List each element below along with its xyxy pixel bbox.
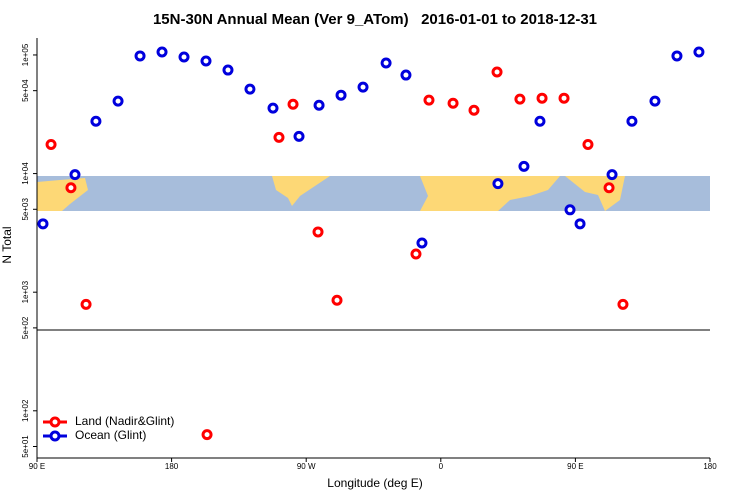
map-strip bbox=[37, 176, 710, 211]
point bbox=[313, 99, 325, 111]
point bbox=[606, 169, 618, 181]
legend-marker bbox=[49, 416, 61, 428]
point bbox=[410, 248, 422, 260]
point bbox=[447, 97, 459, 109]
point bbox=[492, 178, 504, 190]
point bbox=[267, 102, 279, 114]
point bbox=[649, 95, 661, 107]
x-tick-label: 0 bbox=[439, 462, 444, 471]
legend-label: Land (Nadir&Glint) bbox=[75, 414, 174, 428]
point bbox=[156, 46, 168, 58]
x-axis-label: Longitude (deg E) bbox=[327, 476, 422, 490]
point bbox=[626, 115, 638, 127]
point bbox=[293, 130, 305, 142]
point bbox=[380, 57, 392, 69]
point bbox=[134, 50, 146, 62]
legend-marker bbox=[49, 430, 61, 442]
point bbox=[423, 94, 435, 106]
point bbox=[536, 92, 548, 104]
point bbox=[617, 298, 629, 310]
chart-title: 15N-30N Annual Mean (Ver 9_ATom) 2016-01… bbox=[153, 11, 597, 28]
x-tick-label: 180 bbox=[165, 462, 179, 471]
point bbox=[200, 55, 212, 67]
x-tick-label: 90 E bbox=[29, 462, 45, 471]
point bbox=[80, 298, 92, 310]
point bbox=[222, 64, 234, 76]
y-tick-label: 1e+05 bbox=[21, 43, 30, 66]
point bbox=[671, 50, 683, 62]
y-tick-label: 1e+04 bbox=[21, 162, 30, 185]
point bbox=[491, 66, 503, 78]
point bbox=[357, 81, 369, 93]
y-tick-label: 5e+04 bbox=[21, 79, 30, 102]
point bbox=[331, 294, 343, 306]
point bbox=[693, 46, 705, 58]
point bbox=[582, 138, 594, 150]
point bbox=[312, 226, 324, 238]
point bbox=[37, 218, 49, 230]
y-tick-label: 5e+03 bbox=[21, 197, 30, 220]
point bbox=[178, 51, 190, 63]
point bbox=[65, 182, 77, 194]
point bbox=[112, 95, 124, 107]
point bbox=[564, 204, 576, 216]
point bbox=[534, 115, 546, 127]
point bbox=[468, 104, 480, 116]
point bbox=[416, 237, 428, 249]
point bbox=[514, 93, 526, 105]
y-tick-label: 1e+03 bbox=[21, 280, 30, 303]
point bbox=[335, 89, 347, 101]
point bbox=[574, 218, 586, 230]
point bbox=[201, 429, 213, 441]
legend-label: Ocean (Glint) bbox=[75, 428, 146, 442]
y-axis-label: N Total bbox=[0, 226, 14, 263]
x-tick-label: 180 bbox=[703, 462, 717, 471]
point bbox=[400, 69, 412, 81]
point bbox=[244, 83, 256, 95]
y-tick-label: 5e+01 bbox=[21, 435, 30, 458]
point bbox=[273, 131, 285, 143]
point bbox=[518, 160, 530, 172]
point bbox=[287, 98, 299, 110]
point bbox=[69, 169, 81, 181]
point bbox=[558, 92, 570, 104]
point bbox=[603, 182, 615, 194]
point bbox=[90, 115, 102, 127]
y-tick-label: 1e+02 bbox=[21, 399, 30, 422]
x-tick-label: 90 W bbox=[297, 462, 316, 471]
x-tick-label: 90 E bbox=[567, 462, 583, 471]
y-tick-label: 5e+02 bbox=[21, 316, 30, 339]
point bbox=[45, 138, 57, 150]
